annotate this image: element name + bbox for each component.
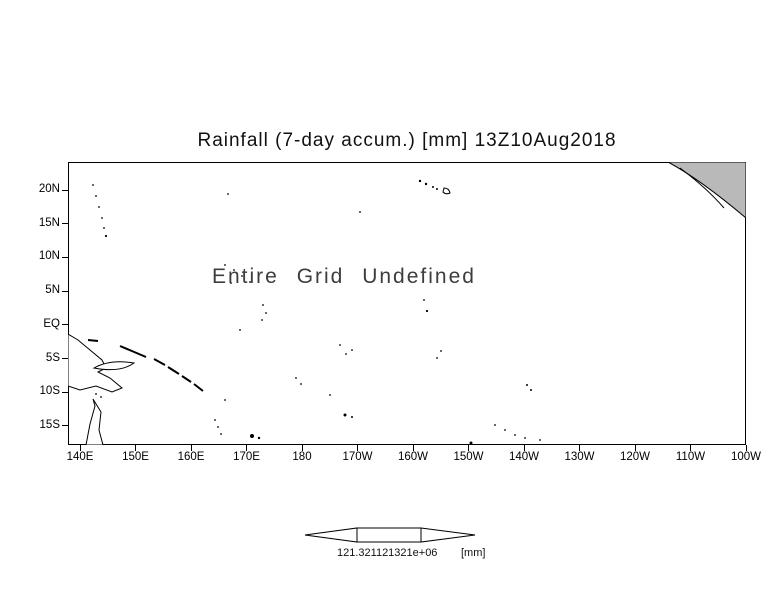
page-title: Rainfall (7-day accum.) [mm] 13Z10Aug201… <box>197 130 617 151</box>
island-hawaii <box>418 179 451 195</box>
x-tick-mark <box>190 445 192 451</box>
x-tick-mark <box>357 445 358 451</box>
x-tick-label: 150W <box>453 451 484 463</box>
x-tick-mark <box>412 445 414 451</box>
x-tick-mark <box>246 445 247 451</box>
colorbar-right-arrow <box>420 527 476 543</box>
x-tick-mark <box>79 445 81 451</box>
plot-frame <box>68 162 746 445</box>
x-tick-mark <box>523 445 525 451</box>
x-tick-label: 160E <box>177 451 205 463</box>
x-tick-label: 170E <box>233 451 260 463</box>
x-tick-mark <box>634 445 636 451</box>
x-tick-label: 150E <box>122 451 149 463</box>
island-chain-solomons <box>87 339 204 392</box>
y-tick-mark <box>62 425 68 427</box>
colorbar-value-label: 121.321121321e+06 <box>337 547 438 559</box>
y-tick-label: 10S <box>39 385 60 398</box>
x-tick-mark <box>579 445 580 451</box>
x-tick-mark <box>745 445 747 451</box>
x-tick-label: 140W <box>508 451 540 463</box>
x-tick-label: 170W <box>342 451 373 463</box>
colorbar-left-arrow <box>304 527 358 543</box>
baja-california-coastline <box>679 167 725 209</box>
x-tick-label: 120W <box>619 451 651 463</box>
x-tick-mark <box>135 445 136 451</box>
x-tick-mark <box>301 445 303 451</box>
y-tick-mark <box>62 189 68 191</box>
y-tick-mark <box>62 256 68 258</box>
x-tick-label: 160W <box>397 451 429 463</box>
x-tick-label: 180 <box>292 451 312 463</box>
x-tick-label: 110W <box>675 451 706 463</box>
x-tick-label: 130W <box>564 451 595 463</box>
y-tick-label: 15S <box>39 418 60 431</box>
landmass-cape-york <box>85 398 104 445</box>
y-tick-mark <box>62 358 68 360</box>
y-tick-mark <box>62 391 68 393</box>
x-tick-label: 100W <box>730 451 762 463</box>
x-tick-mark <box>468 445 469 451</box>
island-new-britain <box>92 361 136 371</box>
y-tick-label: 20N <box>38 183 60 195</box>
y-tick-label: 5N <box>45 284 60 297</box>
x-tick-label: 140E <box>66 451 94 463</box>
y-tick-label: 15N <box>38 216 60 229</box>
landmass-north-america <box>667 162 746 219</box>
y-tick-mark <box>62 290 68 292</box>
annotation-undefined: Entire Grid Undefined <box>212 265 476 288</box>
y-tick-label: 5S <box>45 351 60 364</box>
colorbar-box <box>356 527 422 543</box>
colorbar <box>304 527 476 543</box>
y-tick-label: 10N <box>38 250 60 263</box>
colorbar-units-label: [mm] <box>461 547 486 559</box>
coastlines-layer <box>68 162 746 445</box>
x-tick-mark <box>690 445 691 451</box>
y-tick-mark <box>62 324 68 326</box>
y-tick-label: EQ <box>43 317 60 330</box>
y-tick-mark <box>62 223 68 225</box>
landmass-new-guinea <box>68 333 123 393</box>
island-dots <box>92 184 541 445</box>
